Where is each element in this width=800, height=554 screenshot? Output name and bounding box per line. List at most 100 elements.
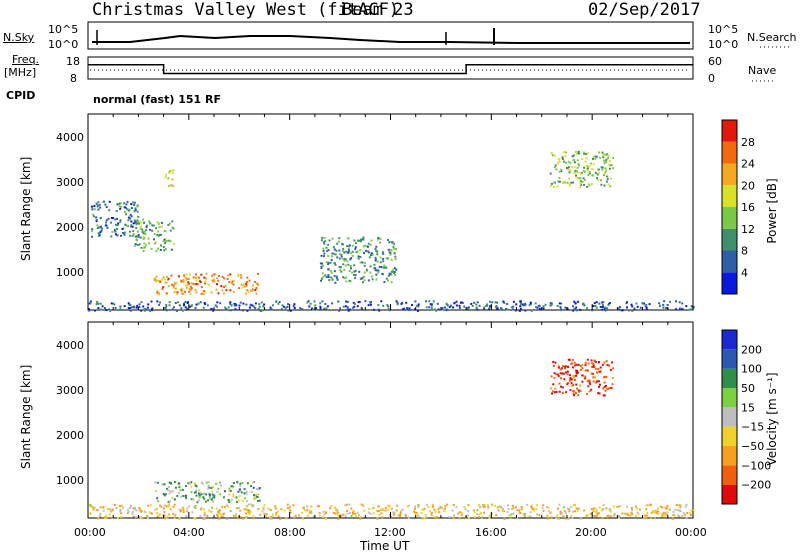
- data-cell: [336, 278, 339, 281]
- data-cell: [195, 291, 198, 294]
- vel-cbar-swatch: [722, 446, 737, 466]
- data-cell: [550, 303, 553, 306]
- data-cell: [575, 383, 578, 386]
- data-cell: [586, 168, 589, 171]
- data-cell: [587, 174, 590, 176]
- data-cell: [665, 514, 668, 517]
- data-cell: [603, 184, 606, 187]
- data-cell: [586, 393, 589, 395]
- data-cell: [399, 515, 402, 517]
- data-cell: [349, 308, 352, 311]
- data-cell: [175, 309, 178, 312]
- data-cell: [609, 369, 612, 371]
- data-cell: [393, 252, 396, 255]
- data-cell: [518, 309, 521, 312]
- data-cell: [324, 240, 327, 243]
- data-cell: [505, 308, 507, 310]
- data-cell: [166, 487, 169, 490]
- data-cell: [522, 304, 525, 307]
- data-cell: [98, 203, 101, 206]
- data-cell: [144, 232, 147, 235]
- data-cell: [190, 304, 193, 307]
- data-cell: [524, 309, 527, 312]
- data-cell: [139, 510, 142, 513]
- data-cell: [595, 301, 598, 304]
- data-cell: [584, 364, 587, 367]
- data-cell: [205, 277, 208, 280]
- data-cell: [690, 305, 693, 308]
- data-cell: [310, 510, 313, 513]
- data-cell: [162, 276, 165, 279]
- data-cell: [306, 301, 309, 304]
- data-cell: [206, 304, 209, 307]
- data-cell: [561, 391, 564, 394]
- data-cell: [114, 218, 117, 221]
- data-cell: [569, 374, 571, 377]
- data-cell: [488, 300, 491, 303]
- data-cell: [514, 309, 517, 312]
- data-cell: [483, 511, 486, 514]
- data-cell: [597, 380, 600, 383]
- data-cell: [551, 154, 554, 157]
- data-cell: [171, 490, 174, 493]
- data-cell: [345, 280, 348, 283]
- data-cell: [360, 306, 363, 309]
- data-cell: [496, 301, 499, 304]
- data-cell: [367, 242, 370, 245]
- data-cell: [361, 261, 364, 264]
- data-cell: [603, 174, 605, 176]
- data-cell: [95, 509, 98, 512]
- data-cell: [550, 151, 553, 154]
- data-cell: [331, 252, 334, 255]
- data-cell: [327, 274, 330, 277]
- data-cell: [530, 504, 533, 507]
- data-cell: [378, 510, 381, 512]
- data-cell: [134, 208, 137, 211]
- data-cell: [620, 309, 623, 312]
- data-cell: [321, 264, 324, 267]
- data-cell: [559, 372, 562, 375]
- data-cell: [91, 505, 94, 508]
- data-cell: [631, 305, 634, 308]
- data-cell: [590, 388, 593, 391]
- data-cell: [251, 304, 254, 307]
- data-cell: [177, 492, 180, 495]
- data-cell: [180, 495, 183, 498]
- data-cell: [463, 305, 466, 308]
- data-cell: [559, 180, 562, 183]
- data-cell: [95, 219, 98, 221]
- data-cell: [347, 309, 350, 312]
- data-cell: [139, 516, 142, 519]
- xtick-1: 04:00: [173, 526, 205, 539]
- data-cell: [354, 269, 357, 272]
- data-cell: [131, 510, 134, 513]
- data-cell: [184, 276, 187, 279]
- nave-label: Nave: [748, 64, 777, 77]
- data-cell: [571, 358, 574, 361]
- data-cell: [327, 243, 330, 246]
- data-cell: [162, 240, 165, 243]
- data-cell: [494, 504, 497, 507]
- data-cell: [142, 235, 145, 238]
- data-cell: [251, 288, 254, 291]
- data-cell: [567, 160, 570, 163]
- data-cell: [603, 394, 606, 397]
- data-cell: [167, 501, 170, 504]
- data-cell: [248, 306, 251, 309]
- data-cell: [367, 304, 370, 307]
- data-cell: [443, 509, 446, 512]
- data-cell: [245, 303, 248, 306]
- data-cell: [519, 300, 522, 303]
- vel-cbar-tick: 15: [741, 401, 755, 414]
- data-cell: [279, 517, 282, 520]
- data-cell: [186, 283, 189, 286]
- data-cell: [414, 308, 416, 311]
- data-cell: [97, 308, 100, 311]
- data-cell: [157, 280, 160, 282]
- data-cell: [322, 510, 325, 513]
- data-cell: [306, 514, 309, 517]
- data-cell: [552, 360, 555, 363]
- data-cell: [230, 485, 233, 488]
- data-cell: [560, 385, 563, 388]
- data-cell: [496, 307, 499, 310]
